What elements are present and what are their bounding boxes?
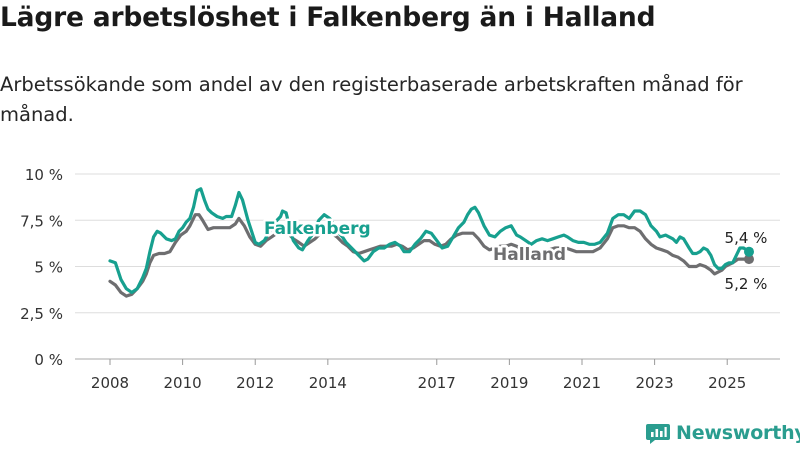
x-axis: 2008 2010 2012 2014 2017 2019 2021 2023 2025 — [91, 359, 746, 392]
y-tick-label: 7,5 % — [20, 212, 63, 230]
brand-logo: Newsworthy — [646, 420, 800, 446]
brand-name: Newsworthy — [676, 422, 800, 444]
grid-lines — [75, 173, 780, 360]
y-tick-label: 2,5 % — [20, 305, 63, 323]
series-label-halland-halo: Halland — [493, 245, 566, 265]
y-tick-label: 0 % — [34, 351, 63, 369]
series-line-falkenberg — [108, 187, 751, 294]
x-tick-label: 2014 — [309, 374, 347, 392]
x-tick-label: 2019 — [490, 374, 528, 392]
x-tick-label: 2025 — [708, 374, 746, 392]
x-tick-label: 2008 — [91, 374, 129, 392]
newsworthy-logo-icon — [646, 424, 670, 444]
page-subtitle: Arbetssökande som andel av den registerb… — [0, 73, 743, 126]
end-label-falkenberg: 5,2 % — [725, 275, 768, 293]
y-tick-label: 5 % — [34, 259, 63, 277]
end-label-halland-halo: 5,4 % — [725, 229, 768, 247]
x-tick-label: 2021 — [563, 374, 601, 392]
end-point-falkenberg — [744, 246, 754, 257]
page-title: Lägre arbetslöshet i Falkenberg än i Hal… — [0, 2, 656, 33]
line-chart: 0 % 2,5 % 5 % 7,5 % 10 % 2008 2010 2012 2014 201… — [20, 166, 780, 392]
x-tick-label: 2012 — [236, 374, 274, 392]
y-tick-label: 10 % — [25, 166, 63, 184]
series-label-falkenberg-halo: Falkenberg — [264, 219, 371, 239]
series-lines — [108, 187, 754, 298]
series-label-halland: Halland — [493, 245, 566, 265]
series-label-falkenberg: Falkenberg — [264, 219, 371, 239]
series-line-halland — [108, 213, 751, 298]
x-tick-label: 2010 — [164, 374, 202, 392]
end-label-falkenberg-halo: 5,2 % — [725, 275, 768, 293]
end-label-halland: 5,4 % — [725, 229, 768, 247]
x-tick-label: 2023 — [636, 374, 674, 392]
x-tick-label: 2017 — [418, 374, 456, 392]
y-axis-tick-labels: 0 % 2,5 % 5 % 7,5 % 10 % — [20, 166, 63, 369]
end-point-halland — [744, 254, 754, 265]
